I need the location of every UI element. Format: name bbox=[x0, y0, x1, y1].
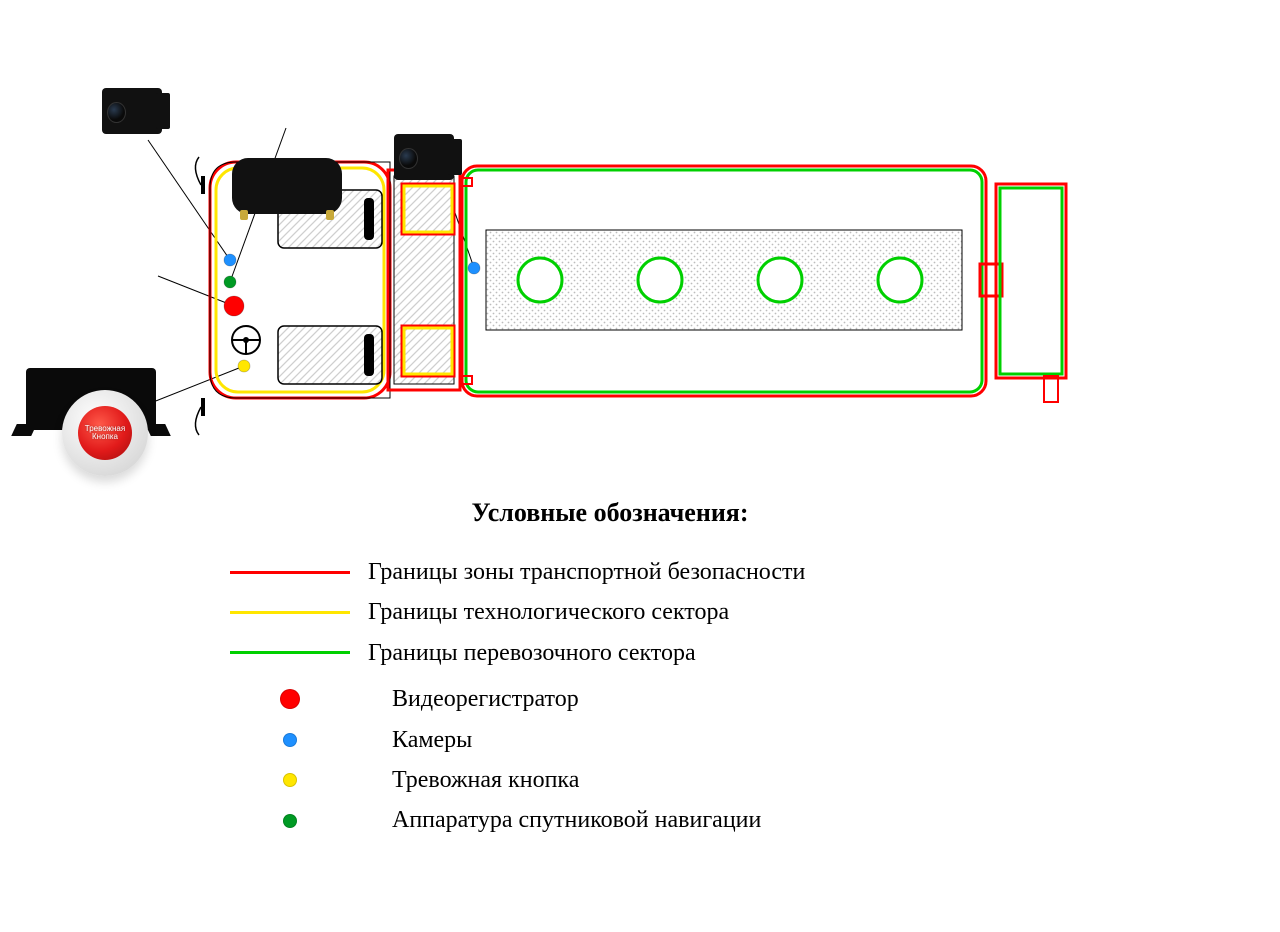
point-camera1 bbox=[224, 254, 236, 266]
camera-device-1 bbox=[102, 88, 162, 134]
legend-line-swatch bbox=[230, 651, 350, 654]
tank-body bbox=[462, 166, 986, 396]
legend-dot-label: Тревожная кнопка bbox=[392, 764, 579, 796]
alarm-button-label: Тревожная Кнопка bbox=[78, 406, 132, 460]
point-alarm bbox=[238, 360, 250, 372]
side-mirrors bbox=[195, 157, 205, 435]
legend-dot-label: Видеорегистратор bbox=[392, 683, 579, 715]
legend-line-swatch bbox=[230, 611, 350, 614]
legend-line-row: Границы технологического сектора bbox=[230, 596, 1130, 628]
alarm-button-device: Тревожная Кнопка bbox=[62, 390, 148, 476]
legend-dot-label: Аппаратура спутниковой навигации bbox=[392, 804, 761, 836]
legend-dot-row: Видеорегистратор bbox=[230, 683, 1130, 715]
legend-title: Условные обозначения: bbox=[230, 498, 990, 528]
legend-line-label: Границы перевозочного сектора bbox=[368, 637, 696, 669]
legend-dot-swatch bbox=[230, 733, 350, 747]
legend-dot-row: Аппаратура спутниковой навигации bbox=[230, 804, 1130, 836]
vehicle-diagram bbox=[0, 0, 1280, 500]
legend-line-row: Границы зоны транспортной безопасности bbox=[230, 556, 1130, 588]
legend-dot-row: Тревожная кнопка bbox=[230, 764, 1130, 796]
camera-device-2 bbox=[394, 134, 454, 180]
point-camera2 bbox=[468, 262, 480, 274]
point-gps bbox=[224, 276, 236, 288]
legend-line-label: Границы технологического сектора bbox=[368, 596, 729, 628]
legend-dot-swatch bbox=[230, 814, 350, 828]
mid-section bbox=[388, 170, 460, 390]
gps-device bbox=[232, 158, 342, 214]
legend-dot-label: Камеры bbox=[392, 724, 472, 756]
point-dvr bbox=[224, 296, 244, 316]
legend-dot-row: Камеры bbox=[230, 724, 1130, 756]
legend-dot-swatch bbox=[230, 773, 350, 787]
legend-block: Условные обозначения: Границы зоны транс… bbox=[230, 480, 1130, 845]
legend-line-label: Границы зоны транспортной безопасности bbox=[368, 556, 805, 588]
legend-dot-swatch bbox=[230, 689, 350, 709]
steering-wheel-icon bbox=[232, 326, 260, 354]
legend-line-row: Границы перевозочного сектора bbox=[230, 637, 1130, 669]
legend-line-swatch bbox=[230, 571, 350, 574]
rear-unit bbox=[980, 184, 1066, 402]
